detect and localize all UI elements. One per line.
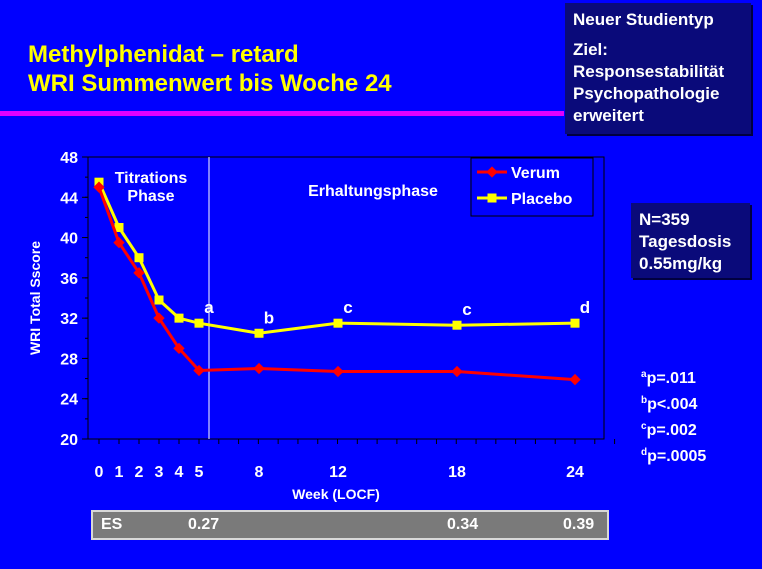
x-tick-label: 18 (448, 464, 466, 481)
phase-label-titration: Titrations (115, 170, 188, 187)
data-point-verum (93, 181, 105, 193)
data-point-placebo (254, 328, 264, 338)
es-value-week24: 0.39 (563, 516, 595, 533)
sample-size: N=359 (639, 210, 690, 229)
x-tick-label: 0 (95, 464, 104, 481)
y-tick-label: 36 (60, 271, 78, 288)
legend-label-placebo: Placebo (511, 191, 573, 208)
significance-marker: a (204, 298, 214, 317)
y-tick-label: 48 (60, 150, 78, 167)
y-axis-label: WRI Total Sscore (27, 241, 43, 355)
x-tick-label: 4 (175, 464, 184, 481)
p-value-a: ap=.011 (641, 369, 696, 387)
x-tick-label: 2 (135, 464, 144, 481)
phase-label-titration: Phase (127, 188, 174, 205)
dose-value: 0.55mg/kg (639, 254, 723, 273)
data-point-verum (332, 365, 344, 378)
study-type-heading: Neuer Studientyp (573, 10, 714, 29)
goal-line: Responsestabilität (573, 62, 725, 81)
y-tick-label: 32 (60, 311, 78, 328)
data-point-placebo (134, 253, 144, 263)
series-line-placebo (97, 181, 576, 335)
p-value-c: cp=.002 (641, 421, 697, 439)
goal-line: erweitert (573, 106, 644, 125)
data-point-placebo (452, 320, 462, 330)
significance-marker: b (264, 308, 274, 327)
x-tick-label: 24 (566, 464, 584, 481)
p-value-list: ap=.011 bp<.004 cp=.002 dp=.0005 (641, 364, 706, 468)
significance-marker: c (462, 300, 471, 319)
legend-label-verum: Verum (511, 165, 560, 182)
data-point-placebo (114, 223, 124, 232)
x-tick-label: 8 (255, 464, 264, 481)
legend-marker (487, 193, 497, 203)
data-point-placebo (154, 295, 164, 305)
data-point-verum (173, 342, 185, 355)
slide-title: Methylphenidat – retard WRI Summenwert b… (28, 40, 392, 98)
y-tick-label: 24 (60, 392, 78, 409)
data-point-verum (193, 364, 205, 377)
goal-line: Psychopathologie (573, 84, 720, 103)
data-point-placebo (333, 318, 343, 328)
significance-marker: c (343, 298, 352, 317)
data-point-verum (153, 312, 165, 324)
y-tick-label: 44 (60, 190, 78, 207)
data-point-placebo (570, 318, 580, 328)
goal-label: Ziel: (573, 40, 608, 59)
data-point-placebo (174, 313, 184, 323)
y-tick-label: 28 (60, 351, 78, 368)
data-point-placebo (194, 318, 204, 328)
x-tick-label: 3 (155, 464, 164, 481)
x-tick-label: 1 (115, 464, 124, 481)
p-value-d: dp=.0005 (641, 447, 707, 465)
es-label: ES (101, 516, 123, 533)
dose-label: Tagesdosis (639, 232, 732, 251)
effect-size-row: ES 0.27 0.34 0.39 (91, 510, 609, 540)
study-type-box: Neuer Studientyp Ziel: Responsestabilitä… (565, 3, 751, 134)
es-value-week5: 0.27 (188, 516, 220, 533)
title-divider (0, 111, 564, 116)
title-line-1: Methylphenidat – retard (28, 41, 299, 68)
data-point-verum (253, 362, 265, 375)
y-tick-label: 40 (60, 231, 78, 248)
data-point-verum (133, 267, 145, 279)
sample-info-box: N=359 Tagesdosis 0.55mg/kg (631, 203, 750, 278)
significance-marker: d (580, 298, 590, 317)
p-value-b: bp<.004 (641, 395, 698, 413)
series-line-verum (97, 186, 576, 382)
data-point-verum (569, 373, 581, 386)
data-point-verum (451, 365, 463, 378)
x-tick-label: 5 (195, 464, 204, 481)
y-tick-label: 20 (60, 432, 78, 449)
title-line-2: WRI Summenwert bis Woche 24 (28, 70, 392, 97)
es-value-week18: 0.34 (447, 516, 479, 533)
data-point-verum (113, 236, 125, 249)
x-axis-label: Week (LOCF) (292, 486, 380, 502)
phase-label-maintenance: Erhaltungsphase (308, 183, 438, 200)
x-tick-label: 12 (329, 464, 347, 481)
